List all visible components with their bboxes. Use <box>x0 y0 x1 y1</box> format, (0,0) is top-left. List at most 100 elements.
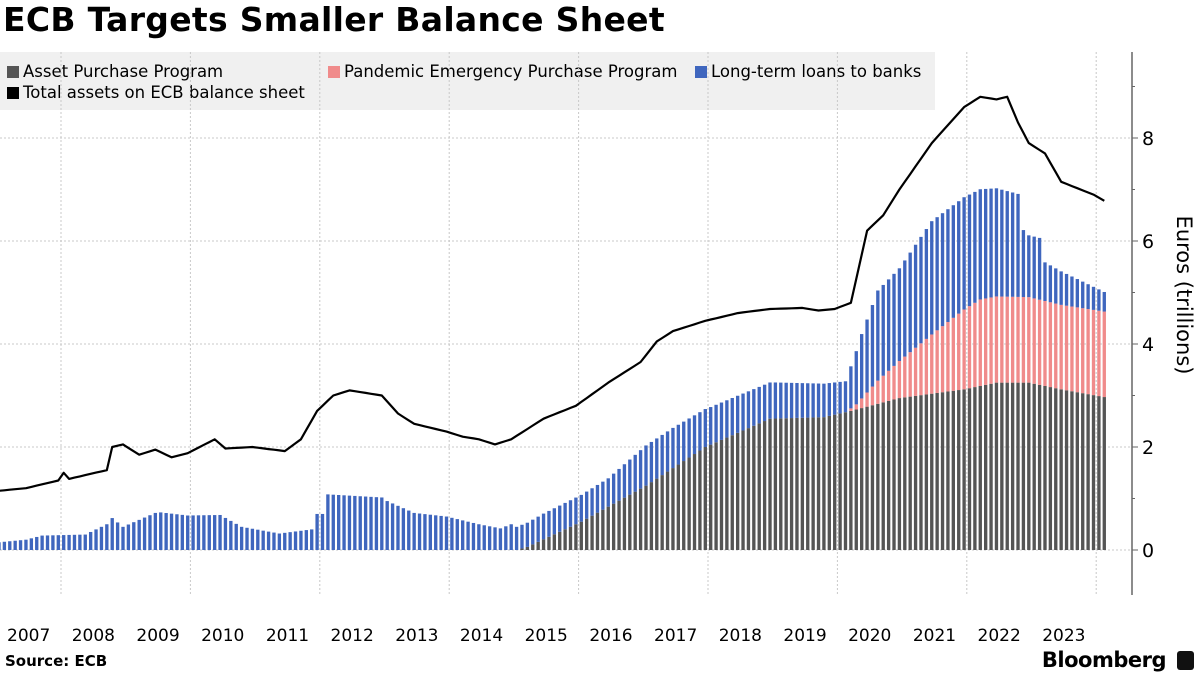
bar-loans <box>638 450 643 489</box>
bar-loans <box>940 213 945 327</box>
bar-loans <box>509 524 513 550</box>
bar-pepp <box>957 313 961 391</box>
bar-loans <box>655 438 659 479</box>
bar-loans <box>169 513 174 550</box>
bar-pepp <box>1091 309 1096 396</box>
bar-pepp <box>1097 310 1101 397</box>
bar-loans <box>773 382 778 419</box>
bar-loans <box>881 284 885 376</box>
bar-loans <box>687 418 691 458</box>
bar-loans <box>525 522 530 547</box>
bar-loans <box>709 407 713 445</box>
bar-loans <box>390 503 395 550</box>
bar-app <box>876 403 880 550</box>
bar-loans <box>946 209 950 322</box>
bar-app <box>827 415 831 550</box>
bar-loans <box>159 512 163 550</box>
bar-app <box>1059 389 1063 550</box>
bar-loans <box>628 459 632 495</box>
x-tick-label: 2007 <box>7 626 50 646</box>
bar-app <box>1048 387 1053 550</box>
bar-app <box>520 548 524 550</box>
bar-app <box>1097 396 1101 550</box>
bar-loans <box>967 194 972 307</box>
legend-label-loans: Long-term loans to banks <box>711 62 922 81</box>
bar-loans <box>876 290 880 381</box>
x-tick-label: 2018 <box>719 626 762 646</box>
bar-loans <box>1037 237 1042 300</box>
bar-loans <box>186 515 190 550</box>
bar-app <box>622 497 627 550</box>
bar-loans <box>304 530 308 550</box>
bar-loans <box>56 535 60 550</box>
bar-loans <box>0 542 1 550</box>
bar-pepp <box>1010 296 1015 383</box>
bar-app <box>930 393 934 550</box>
bar-loans <box>617 468 621 501</box>
bar-loans <box>611 473 616 504</box>
bar-loans <box>649 441 654 483</box>
x-tick-label: 2016 <box>589 626 632 646</box>
bar-app <box>811 417 815 550</box>
bar-loans <box>746 391 751 429</box>
bar-app <box>843 412 848 550</box>
bar-loans <box>703 409 707 447</box>
bar-pepp <box>892 365 896 400</box>
bar-loans <box>671 427 675 469</box>
bar-app <box>579 521 583 550</box>
bar-loans <box>735 395 740 433</box>
bar-loans <box>865 319 869 393</box>
bar-loans <box>482 525 486 550</box>
bar-pepp <box>1000 296 1004 383</box>
bar-app <box>940 392 945 550</box>
bar-app <box>1043 385 1047 550</box>
bar-loans <box>142 517 147 550</box>
bar-loans <box>164 513 168 550</box>
bar-loans <box>83 534 87 550</box>
x-tick-label: 2019 <box>783 626 826 646</box>
bar-loans <box>1064 273 1069 306</box>
x-tick-label: 2023 <box>1042 626 1085 646</box>
y-tick-label: 6 <box>1142 231 1154 253</box>
bar-loans <box>1097 289 1101 311</box>
bar-loans <box>579 494 583 522</box>
bar-app <box>1081 393 1085 550</box>
bar-app <box>881 402 885 550</box>
bar-pepp <box>919 343 923 396</box>
bar-loans <box>822 383 826 418</box>
bar-loans <box>789 382 794 419</box>
bar-pepp <box>859 398 864 409</box>
bar-loans <box>1027 235 1031 298</box>
bar-app <box>1010 382 1015 550</box>
bar-loans <box>800 383 805 418</box>
bar-loans <box>412 512 416 550</box>
bar-pepp <box>940 326 945 393</box>
bar-pepp <box>854 404 858 410</box>
bar-loans <box>811 383 815 418</box>
bar-app <box>665 471 670 550</box>
bar-loans <box>1043 262 1047 301</box>
bar-loans <box>1016 193 1020 297</box>
bar-app <box>822 417 826 550</box>
bar-loans <box>18 540 23 550</box>
chart-title: ECB Targets Smaller Balance Sheet <box>3 0 665 39</box>
y-axis-label: Euros (trillions) <box>1172 215 1196 375</box>
bar-loans <box>870 305 875 387</box>
bar-pepp <box>946 321 950 392</box>
bar-loans <box>401 508 406 550</box>
bar-loans <box>266 531 271 550</box>
bar-loans <box>202 515 206 550</box>
bar-loans <box>903 260 907 357</box>
bar-app <box>962 389 966 550</box>
bar-loans <box>514 526 519 550</box>
bar-app <box>617 500 621 550</box>
bar-loans <box>24 539 28 550</box>
bar-loans <box>859 334 864 399</box>
bar-app <box>978 385 982 550</box>
bar-app <box>892 399 896 550</box>
bar-pepp <box>983 298 988 385</box>
bar-pepp <box>930 334 934 394</box>
bar-loans <box>962 197 966 310</box>
bar-app <box>816 417 821 550</box>
bar-loans <box>261 530 265 550</box>
